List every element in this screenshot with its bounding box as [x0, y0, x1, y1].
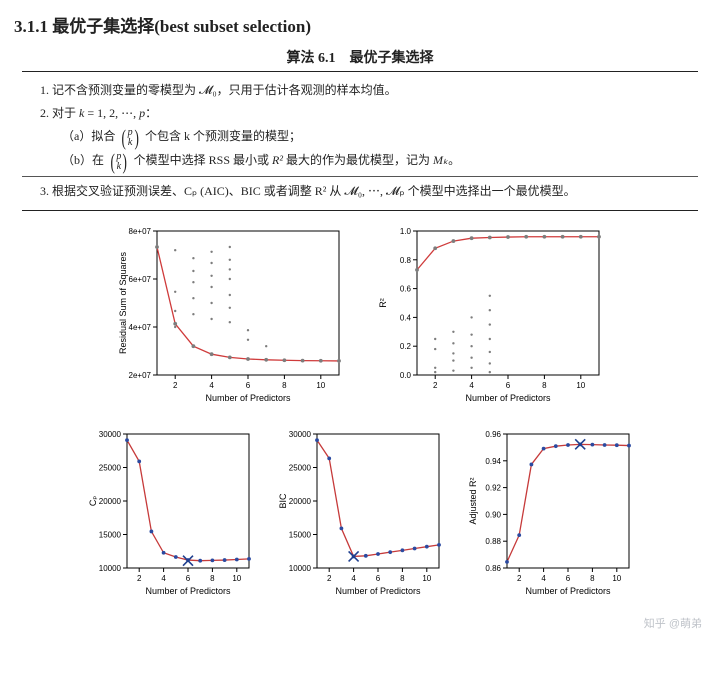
svg-text:0.86: 0.86	[485, 564, 501, 573]
svg-text:4: 4	[541, 574, 546, 583]
svg-text:10: 10	[576, 381, 585, 390]
svg-text:Number of Predictors: Number of Predictors	[525, 586, 611, 596]
svg-text:8e+07: 8e+07	[129, 227, 152, 236]
svg-text:15000: 15000	[289, 530, 312, 539]
rule-top	[22, 71, 698, 72]
svg-text:20000: 20000	[289, 497, 312, 506]
svg-text:4: 4	[351, 574, 356, 583]
section-heading: 3.1.1 最优子集选择(best subset selection)	[14, 12, 708, 37]
svg-text:4: 4	[469, 381, 474, 390]
cp-plot: 10000 15000 20000 25000 30000 2 4 6 8 10Number of…	[85, 428, 255, 603]
svg-text:2: 2	[433, 381, 438, 390]
svg-text:8: 8	[542, 381, 547, 390]
svg-text:0.2: 0.2	[400, 342, 412, 351]
rule-bottom	[22, 210, 698, 211]
svg-text:30000: 30000	[99, 430, 122, 439]
svg-text:10: 10	[422, 574, 431, 583]
rule-mid	[22, 176, 698, 177]
svg-text:0.0: 0.0	[400, 371, 412, 380]
svg-text:0.90: 0.90	[485, 510, 501, 519]
algo-step-1: 1. 记不含预测变量的零模型为 𝓜₀，只用于估计各观测的样本均值。	[40, 80, 690, 101]
algo-step-2b: （b）在 (pk) 个模型中选择 RSS 最小或 R² 最大的作为最优模型，记为…	[62, 150, 690, 172]
watermark: 知乎 @萌弟	[644, 615, 702, 631]
svg-text:4e+07: 4e+07	[129, 323, 152, 332]
svg-text:Cₚ: Cₚ	[88, 495, 98, 505]
algo-step-3: 3. 根据交叉验证预测误差、Cₚ (AIC)、BIC 或者调整 R² 从 𝓜₀,…	[40, 181, 690, 202]
svg-text:0.4: 0.4	[400, 313, 412, 322]
svg-text:25000: 25000	[99, 463, 122, 472]
svg-text:10000: 10000	[99, 564, 122, 573]
svg-text:10: 10	[316, 381, 325, 390]
svg-text:0.96: 0.96	[485, 430, 501, 439]
svg-text:0.88: 0.88	[485, 537, 501, 546]
svg-text:0.8: 0.8	[400, 256, 412, 265]
plot-grid: 2e+074e+076e+078e+07246810Number of Pred…	[12, 225, 708, 603]
svg-text:6: 6	[506, 381, 511, 390]
svg-text:6: 6	[376, 574, 381, 583]
svg-text:6e+07: 6e+07	[129, 275, 152, 284]
svg-text:8: 8	[210, 574, 215, 583]
svg-text:2e+07: 2e+07	[129, 371, 152, 380]
svg-text:R²: R²	[378, 298, 388, 308]
binomial-icon: (pk)	[118, 127, 142, 148]
plot-row-2: 1000015000200002500030000246810Number of…	[12, 428, 708, 603]
rss-plot: 2e+07 4e+07 6e+07 8e+07 2 4 6 8 10 Number of Pred…	[115, 225, 345, 410]
svg-text:2: 2	[137, 574, 142, 583]
plot-row-1: 2e+07 4e+07 6e+07 8e+07 2 4 6 8 10 Number of Pred…	[12, 225, 708, 410]
svg-text:10: 10	[232, 574, 241, 583]
svg-text:6: 6	[566, 574, 571, 583]
svg-text:Number of Predictors: Number of Predictors	[465, 393, 551, 403]
svg-text:2: 2	[517, 574, 522, 583]
svg-text:Number of Predictors: Number of Predictors	[335, 586, 421, 596]
svg-text:6: 6	[246, 381, 251, 390]
svg-text:8: 8	[282, 381, 287, 390]
r2-plot: 0.0 0.2 0.4 0.6 0.8 1.0 2 4 6 8 10 Number of Predic…	[375, 225, 605, 410]
adjr2-plot: 0.86 0.88 0.90 0.92 0.94 0.96 2 4 6 8 10Number of …	[465, 428, 635, 603]
svg-text:6: 6	[186, 574, 191, 583]
svg-text:2: 2	[173, 381, 178, 390]
svg-text:0.6: 0.6	[400, 284, 412, 293]
svg-text:30000: 30000	[289, 430, 312, 439]
svg-text:20000: 20000	[99, 497, 122, 506]
svg-text:Number of Predictors: Number of Predictors	[205, 393, 291, 403]
svg-text:0.92: 0.92	[485, 483, 501, 492]
svg-text:4: 4	[161, 574, 166, 583]
svg-text:1.0: 1.0	[400, 227, 412, 236]
svg-text:0.94: 0.94	[485, 457, 501, 466]
algorithm-caption: 算法 6.1 最优子集选择	[12, 47, 708, 67]
algo-step-2: 2. 对于 k = 1, 2, ⋯, p：	[40, 103, 690, 124]
svg-text:Adjusted R²: Adjusted R²	[468, 477, 478, 524]
svg-text:10: 10	[612, 574, 621, 583]
svg-text:8: 8	[400, 574, 405, 583]
svg-text:15000: 15000	[99, 530, 122, 539]
svg-text:2: 2	[327, 574, 332, 583]
algorithm-box: 1. 记不含预测变量的零模型为 𝓜₀，只用于估计各观测的样本均值。 2. 对于 …	[12, 76, 708, 206]
svg-text:8: 8	[590, 574, 595, 583]
svg-text:25000: 25000	[289, 463, 312, 472]
binomial-icon: (pk)	[107, 151, 131, 172]
algo-step-2a: （a）拟合 (pk) 个包含 k 个预测变量的模型；	[62, 126, 690, 148]
svg-text:4: 4	[209, 381, 214, 390]
svg-text:BIC: BIC	[278, 493, 288, 509]
svg-text:Number of Predictors: Number of Predictors	[145, 586, 231, 596]
bic-plot: 10000 15000 20000 25000 30000 2 4 6 8 10Number of…	[275, 428, 445, 603]
svg-text:Residual Sum of Squares: Residual Sum of Squares	[118, 251, 128, 354]
svg-text:10000: 10000	[289, 564, 312, 573]
